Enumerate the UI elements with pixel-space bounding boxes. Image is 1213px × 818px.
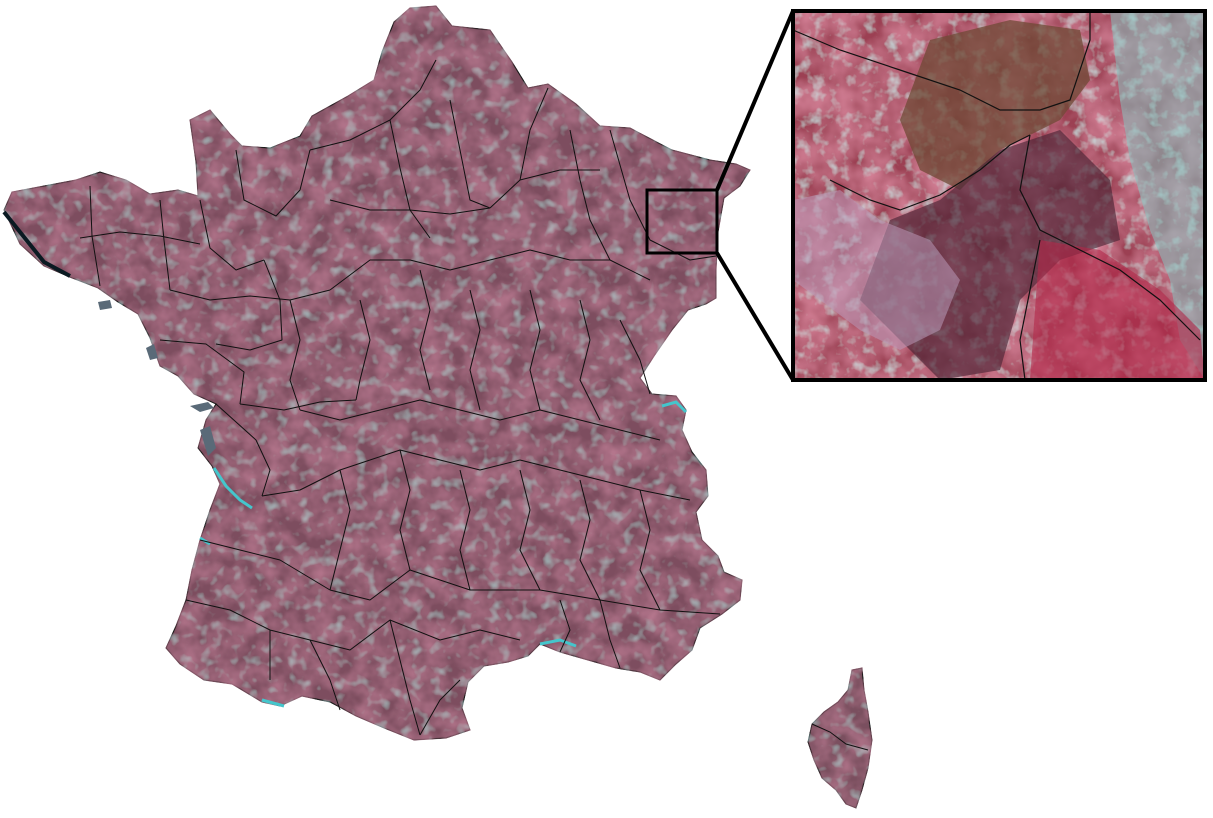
inset-boundary	[1019, 239, 1041, 380]
department-border	[169, 289, 331, 301]
leader-line-bottom	[715, 251, 795, 382]
inset-boundary	[793, 11, 1091, 111]
inset-image	[793, 11, 1205, 380]
department-border	[399, 449, 411, 571]
department-border	[329, 469, 351, 591]
department-border	[159, 339, 245, 405]
corsica-border	[811, 723, 869, 751]
department-border	[235, 149, 311, 217]
department-border	[289, 299, 301, 411]
department-border	[299, 399, 461, 421]
department-border	[329, 259, 491, 291]
department-border	[215, 259, 283, 351]
department-border	[261, 459, 371, 497]
department-border	[309, 619, 521, 651]
zoom-rectangle	[645, 188, 719, 255]
department-border	[89, 185, 101, 287]
inset-boundary	[829, 134, 1031, 211]
department-borders	[79, 59, 721, 736]
brittany-coast-water	[2, 210, 71, 278]
inset-red-area	[1030, 240, 1205, 380]
department-border	[329, 569, 540, 601]
mainland-silhouette	[3, 5, 751, 741]
department-border	[489, 249, 651, 281]
department-border	[519, 469, 541, 591]
water-highlights	[2, 210, 688, 708]
satellite-map-corsica	[807, 667, 873, 809]
department-border	[309, 639, 341, 711]
department-border	[579, 299, 601, 421]
department-border	[619, 319, 651, 395]
inset-teal-area	[1110, 11, 1205, 380]
department-border	[159, 199, 171, 291]
satellite-map-mainland	[3, 5, 751, 741]
department-border	[199, 539, 331, 591]
department-border	[185, 599, 311, 641]
gironde-estuary	[212, 467, 253, 510]
island-oleron	[200, 426, 216, 456]
department-border	[389, 119, 431, 239]
lake-geneva	[661, 400, 688, 414]
department-border	[609, 129, 717, 261]
department-border	[459, 469, 471, 591]
department-border	[559, 599, 571, 653]
department-border	[419, 679, 461, 736]
department-border	[519, 459, 691, 501]
department-border	[369, 449, 521, 471]
department-border	[459, 409, 661, 441]
department-border	[419, 269, 431, 391]
department-border	[519, 87, 549, 181]
department-border	[489, 169, 600, 209]
island-ile-de-re	[190, 402, 214, 412]
department-border	[355, 299, 371, 401]
department-border	[529, 289, 541, 411]
corsica-silhouette	[807, 667, 873, 809]
department-border	[569, 129, 611, 261]
department-border	[79, 231, 201, 245]
department-border	[469, 289, 481, 411]
department-border	[199, 199, 265, 271]
pyrenees-coast-water	[261, 698, 285, 708]
zoom-leader-lines	[715, 10, 795, 382]
inset-frame	[791, 9, 1207, 382]
department-border	[215, 403, 271, 497]
department-border	[329, 199, 491, 215]
department-border	[579, 479, 601, 601]
department-border	[599, 599, 621, 669]
island-belle-ile	[98, 300, 112, 310]
department-border	[639, 489, 661, 611]
camargue-water	[539, 638, 577, 648]
department-border	[449, 99, 491, 209]
inset-zoom-panel	[791, 9, 1207, 382]
inset-valley-area	[793, 190, 960, 350]
department-border	[389, 619, 421, 736]
leader-line-top	[715, 10, 795, 191]
inset-boundary	[1019, 134, 1201, 341]
department-border	[539, 589, 721, 615]
inset-brown-area	[900, 20, 1090, 190]
department-border	[239, 399, 357, 411]
island-noirmoutier	[146, 344, 158, 360]
